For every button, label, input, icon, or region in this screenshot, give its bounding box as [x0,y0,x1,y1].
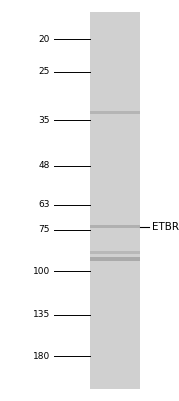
Bar [90,251,140,254]
Bar [90,12,140,389]
Text: 100: 100 [33,267,50,276]
Bar [90,257,140,261]
Text: 135: 135 [33,310,50,319]
Text: 25: 25 [39,67,50,76]
Text: 35: 35 [39,115,50,125]
Text: 180: 180 [33,352,50,360]
Text: ETBR: ETBR [152,222,179,231]
Text: 48: 48 [39,161,50,170]
Bar [90,111,140,114]
Bar [90,225,140,229]
Text: 75: 75 [39,225,50,235]
Text: 63: 63 [39,200,50,209]
Text: 20: 20 [39,35,50,44]
